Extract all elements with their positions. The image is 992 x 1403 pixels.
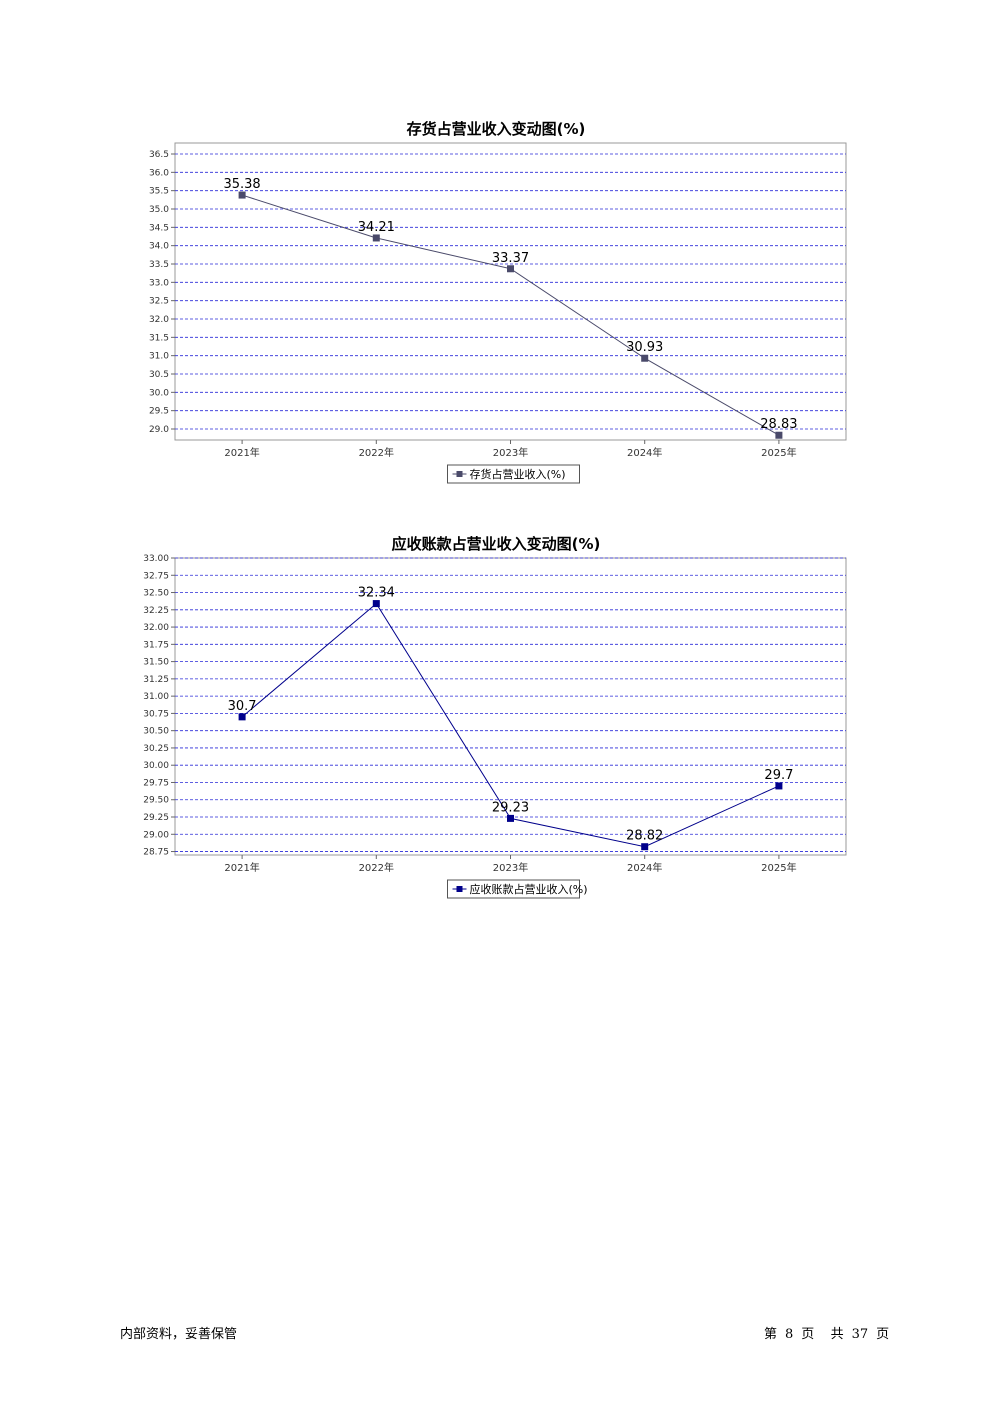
y-tick-label: 35.5 xyxy=(149,187,169,197)
page-number: 8 xyxy=(785,1327,794,1342)
y-tick-label: 31.50 xyxy=(143,658,169,668)
x-tick-label: 2022年 xyxy=(359,861,394,874)
data-point xyxy=(238,713,246,721)
legend-marker xyxy=(456,886,463,892)
legend-box xyxy=(447,879,580,899)
total-pages: 37 xyxy=(851,1327,869,1342)
legend-box xyxy=(447,464,580,484)
data-point xyxy=(641,354,649,362)
x-tick-label: 2021年 xyxy=(224,861,259,874)
y-tick-label: 30.75 xyxy=(143,709,169,719)
data-label: 28.83 xyxy=(760,417,797,432)
y-tick-label: 32.0 xyxy=(149,315,169,325)
x-tick-label: 2023年 xyxy=(493,446,528,459)
legend-label: 应收账款占营业收入(%) xyxy=(470,882,588,896)
y-tick-label: 29.0 xyxy=(149,425,169,435)
data-label: 30.7 xyxy=(228,699,257,714)
x-tick-label: 2024年 xyxy=(627,446,662,459)
chart-title: 存货占营业收入变动图(%) xyxy=(406,120,586,138)
data-point xyxy=(238,191,246,199)
y-tick-label: 30.5 xyxy=(149,370,169,380)
y-tick-label: 31.00 xyxy=(143,692,169,702)
x-tick-label: 2021年 xyxy=(224,446,259,459)
y-tick-label: 29.75 xyxy=(143,778,169,788)
data-label: 32.34 xyxy=(358,586,395,601)
y-tick-label: 32.50 xyxy=(143,589,169,599)
y-tick-label: 32.5 xyxy=(149,297,169,307)
y-tick-label: 29.50 xyxy=(143,796,169,806)
x-tick-label: 2022年 xyxy=(359,446,394,459)
data-label: 35.38 xyxy=(223,177,260,192)
data-point xyxy=(507,265,514,273)
y-tick-label: 34.0 xyxy=(149,242,169,252)
x-tick-label: 2025年 xyxy=(761,861,796,874)
y-tick-label: 31.25 xyxy=(143,675,169,685)
x-tick-label: 2024年 xyxy=(627,861,662,874)
y-tick-label: 29.00 xyxy=(143,830,169,840)
plot-area xyxy=(174,557,847,856)
legend: 应收账款占营业收入(%) xyxy=(447,879,588,899)
inventory-ratio-chart-svg: 36.5 36.0 35.5 35.0 34.5 34.0 33.5 33.0 32.5 32.0… xyxy=(149,142,847,484)
data-point xyxy=(372,234,380,242)
y-tick-label: 30.50 xyxy=(143,727,169,737)
data-point xyxy=(775,782,783,790)
y-tick-label: 30.00 xyxy=(143,761,169,771)
total-suffix: 页 xyxy=(876,1327,890,1342)
data-label: 29.7 xyxy=(764,768,793,783)
chart-title: 应收账款占营业收入变动图(%) xyxy=(391,535,601,553)
page-suffix: 页 xyxy=(801,1327,815,1342)
data-label: 34.21 xyxy=(358,220,395,235)
y-tick-label: 35.0 xyxy=(149,205,169,215)
plot-area xyxy=(174,142,847,441)
y-tick-label: 34.5 xyxy=(149,223,169,233)
y-tick-label: 31.0 xyxy=(149,352,169,362)
y-tick-label: 32.75 xyxy=(143,571,169,581)
y-tick-label: 31.75 xyxy=(143,640,169,650)
y-tick-label: 33.5 xyxy=(149,260,169,270)
y-tick-label: 32.00 xyxy=(143,623,169,633)
data-label: 30.93 xyxy=(626,340,663,355)
y-tick-label: 30.25 xyxy=(143,744,169,754)
y-tick-label: 33.0 xyxy=(149,278,169,288)
data-point xyxy=(641,843,649,851)
data-label: 33.37 xyxy=(492,251,529,266)
y-tick-label: 31.5 xyxy=(149,333,169,343)
y-tick-label: 28.75 xyxy=(143,848,169,858)
total-prefix: 共 xyxy=(830,1327,844,1342)
page-prefix: 第 xyxy=(764,1327,778,1342)
data-label: 28.82 xyxy=(626,829,663,844)
y-tick-label: 29.25 xyxy=(143,813,169,823)
y-tick-label: 36.5 xyxy=(149,150,169,160)
y-tick-label: 36.0 xyxy=(149,168,169,178)
legend-marker xyxy=(456,471,463,477)
legend: 存货占营业收入(%) xyxy=(447,464,580,484)
inventory-ratio-chart: 存货占营业收入变动图(%) 36.5 36.0 35.5 35.0 34.5 34.0 33… xyxy=(0,110,992,490)
data-point xyxy=(507,814,514,822)
y-tick-label: 32.25 xyxy=(143,606,169,616)
x-tick-label: 2023年 xyxy=(493,861,528,874)
y-tick-label: 30.0 xyxy=(149,388,169,398)
y-tick-label: 33.00 xyxy=(143,554,169,564)
data-label: 29.23 xyxy=(492,800,529,815)
x-tick-label: 2025年 xyxy=(761,446,796,459)
receivables-ratio-chart: 应收账款占营业收入变动图(%) 33.00 32.75 32.50 32.25 32.0… xyxy=(0,525,992,905)
footer-confidential-note: 内部资料，妥善保管 xyxy=(120,1327,238,1342)
y-tick-label: 29.5 xyxy=(149,407,169,417)
legend-label: 存货占营业收入(%) xyxy=(470,467,566,481)
data-point xyxy=(775,431,783,439)
receivables-ratio-chart-svg: 33.00 32.75 32.50 32.25 32.00 31.75 31.50 31.25… xyxy=(143,554,847,899)
data-point xyxy=(372,600,380,608)
